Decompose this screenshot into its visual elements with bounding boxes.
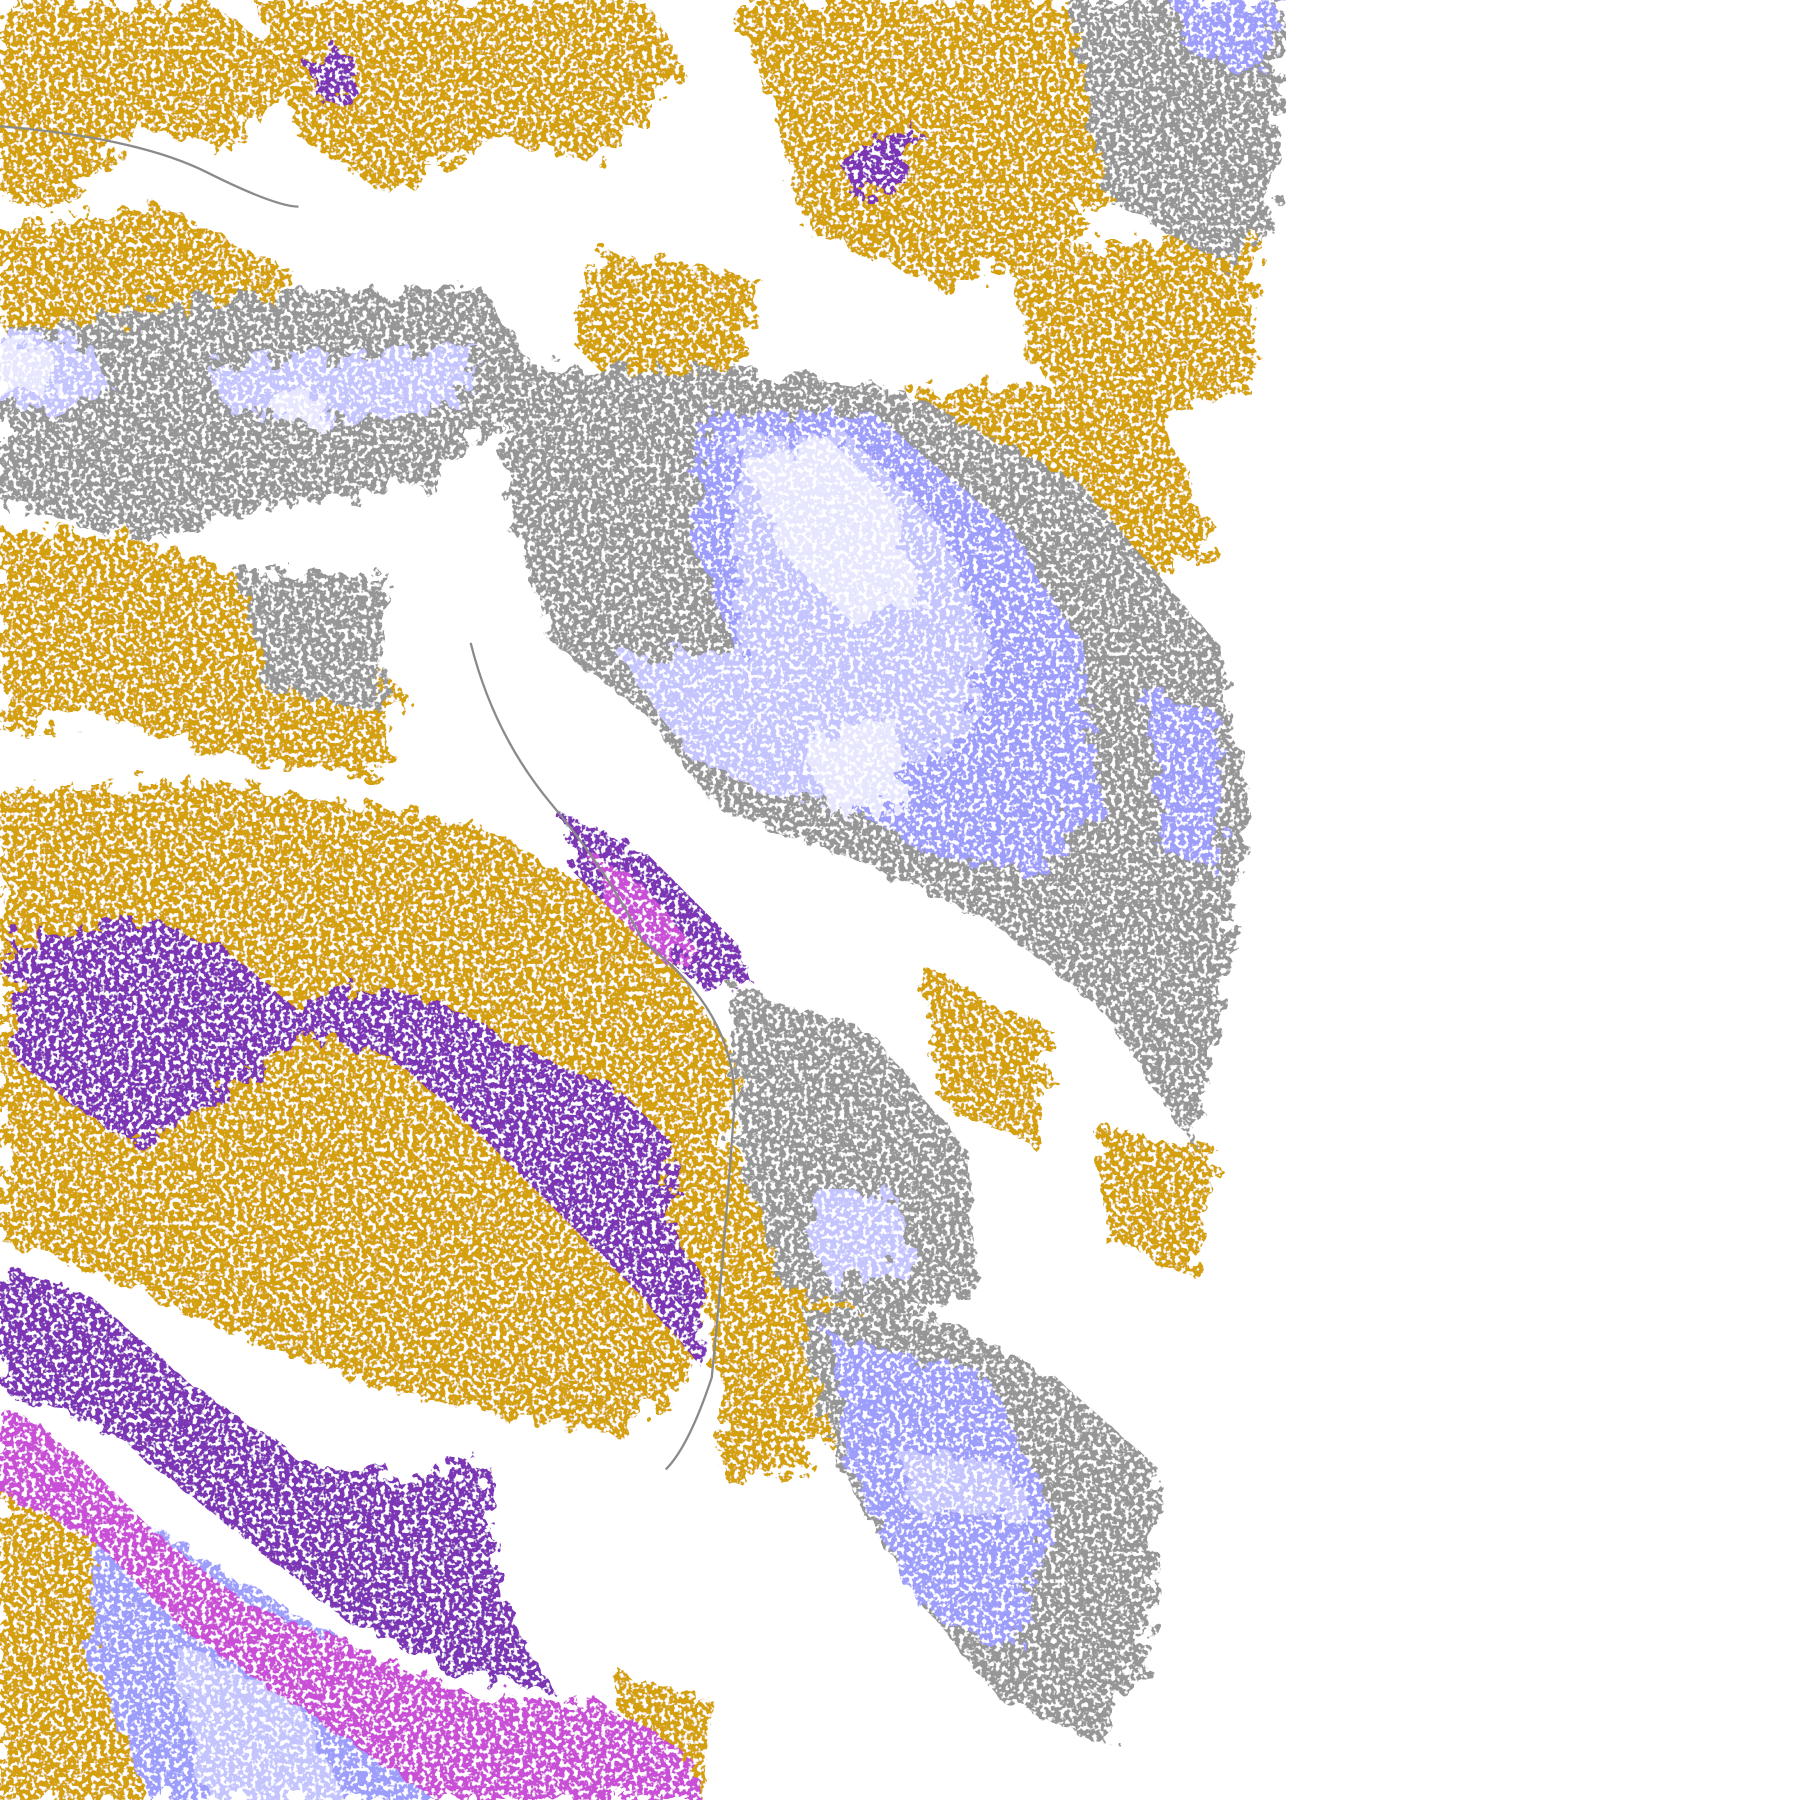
lavender-class-2 bbox=[619, 654, 873, 804]
light-lavender-class-regions bbox=[0, 344, 919, 816]
lavender-class-5 bbox=[803, 1193, 919, 1286]
light-lavender-class-4 bbox=[275, 390, 333, 425]
magenta-class-2 bbox=[585, 849, 701, 965]
gold-class-3 bbox=[734, 0, 1148, 287]
gold-class-1 bbox=[0, 0, 299, 207]
purple-class-3 bbox=[562, 815, 758, 988]
gray-class-6 bbox=[241, 573, 391, 712]
gray-class-3 bbox=[734, 987, 976, 1321]
gold-class-7 bbox=[0, 528, 402, 781]
magenta-class-regions bbox=[0, 849, 701, 1800]
light-lavender-class-1 bbox=[746, 436, 919, 620]
purple-class-regions bbox=[0, 45, 919, 1688]
purple-class-4 bbox=[309, 45, 356, 104]
light-lavender-class-2 bbox=[803, 711, 907, 816]
lavender-class-7 bbox=[172, 1641, 345, 1800]
gold-class-13 bbox=[1102, 1125, 1217, 1275]
purple-class-1 bbox=[11, 918, 701, 1367]
periwinkle-class-4 bbox=[1147, 688, 1217, 873]
purple-class-2 bbox=[0, 1262, 552, 1688]
light-lavender-class-3 bbox=[0, 344, 58, 397]
purple-class-5 bbox=[849, 126, 919, 196]
periwinkle-class-3 bbox=[1170, 0, 1286, 69]
gold-class-2 bbox=[252, 0, 689, 196]
boundary-lines bbox=[0, 125, 736, 1471]
magenta-class-1 bbox=[0, 1400, 701, 1800]
gray-class-5 bbox=[1067, 0, 1286, 265]
gold-class-12 bbox=[918, 964, 1057, 1148]
lavender-class-4 bbox=[206, 344, 483, 425]
lavender-class-6 bbox=[895, 1446, 1034, 1516]
